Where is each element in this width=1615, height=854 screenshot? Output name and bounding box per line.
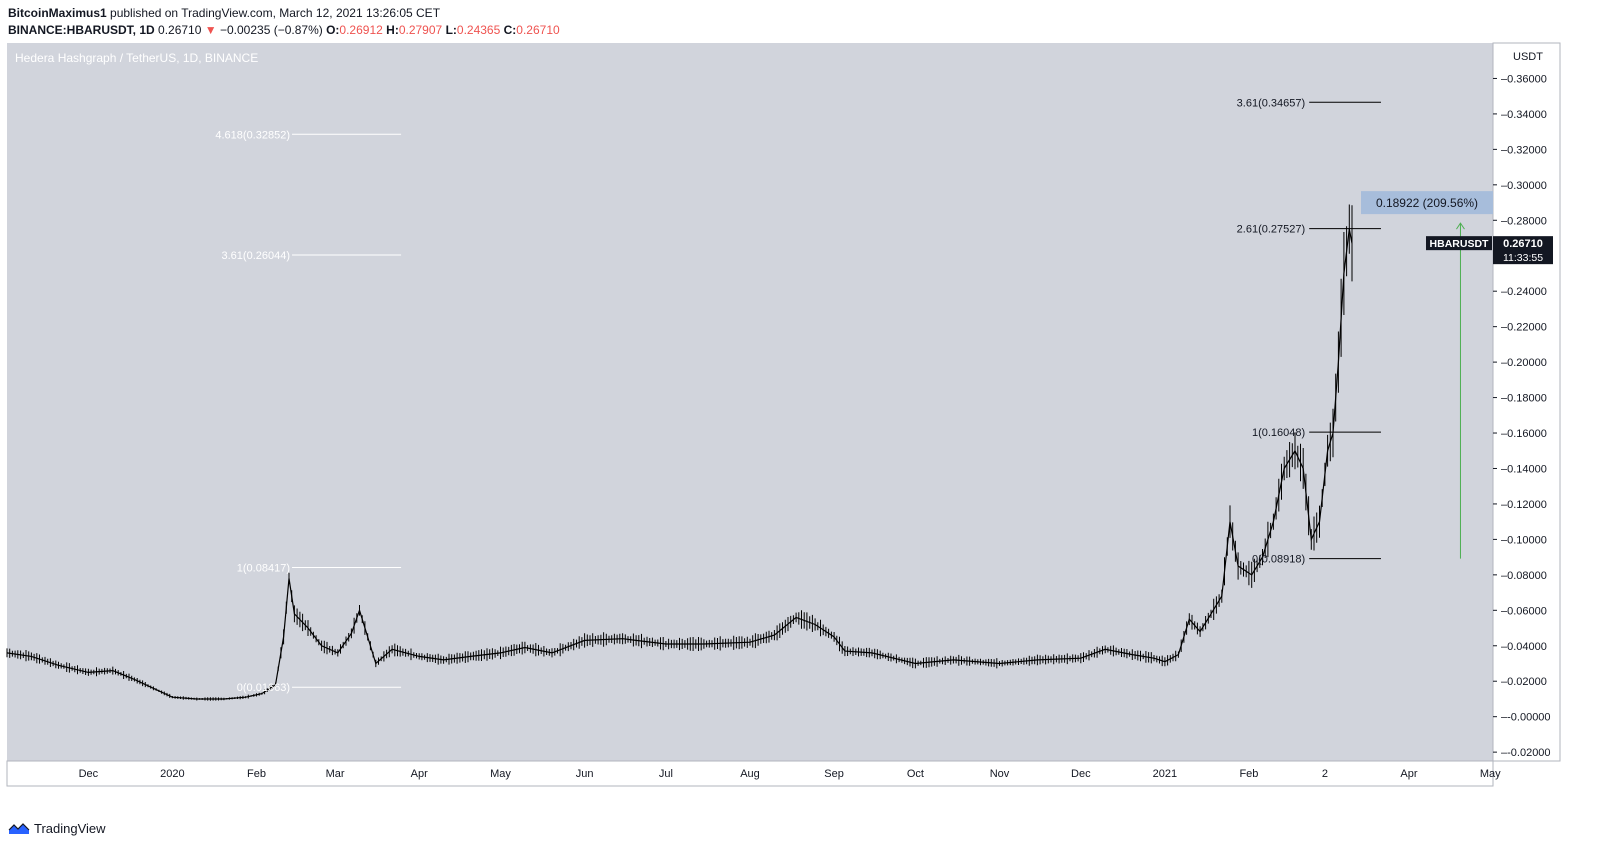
fib-level-label: 0(0.01663)	[237, 682, 290, 694]
y-tick-label: –0.04000	[1501, 641, 1547, 653]
y-tick-label: –-0.02000	[1501, 747, 1551, 759]
ohlc-line: BINANCE:HBARUSDT, 1D 0.26710 ▼ −0.00235 …	[8, 23, 560, 37]
price-tag-value: 0.26710	[1503, 238, 1543, 250]
x-tick-label: Feb	[1239, 768, 1258, 780]
footer-brand[interactable]: TradingView	[34, 820, 106, 836]
x-tick-label: Sep	[824, 768, 844, 780]
y-tick-label: –0.18000	[1501, 393, 1547, 405]
x-tick-label: 2	[1322, 768, 1328, 780]
high-value: 0.27907	[398, 23, 443, 37]
y-tick-label: –0.24000	[1501, 286, 1547, 298]
y-tick-label: –0.10000	[1501, 534, 1547, 546]
x-tick-label: 2021	[1153, 768, 1177, 780]
chart-title: Hedera Hashgraph / TetherUS, 1D, BINANCE	[15, 51, 258, 65]
chart-header: BitcoinMaximus1 published on TradingView…	[8, 4, 1615, 44]
x-tick-label: Jun	[576, 768, 594, 780]
measure-box	[1361, 191, 1493, 215]
x-tick-label: Jul	[659, 768, 673, 780]
y-tick-label: –0.20000	[1501, 357, 1547, 369]
y-tick-label: –0.14000	[1501, 463, 1547, 475]
y-tick-label: –0.12000	[1501, 499, 1547, 511]
fib-level-label: 2.61(0.27527)	[1237, 224, 1306, 236]
y-tick-label: –0.30000	[1501, 180, 1547, 192]
y-tick-label: –0.34000	[1501, 109, 1547, 121]
x-tick-label: Dec	[1071, 768, 1091, 780]
fib-level-label: 0(0.08918)	[1252, 554, 1305, 566]
down-arrow-icon: ▼	[204, 23, 217, 37]
x-tick-label: Feb	[247, 768, 266, 780]
price-axis	[1492, 42, 1561, 762]
fib-level-label: 3.61(0.26044)	[222, 250, 291, 262]
footer: TradingView	[8, 817, 106, 839]
low-label: L:	[445, 23, 457, 37]
x-tick-label: Apr	[1400, 768, 1417, 780]
price-change: −0.00235 (−0.87%)	[219, 23, 323, 37]
x-tick-label: 2020	[160, 768, 184, 780]
price-line	[6, 228, 1353, 700]
y-tick-label: –0.28000	[1501, 215, 1547, 227]
measure-arrowhead-icon	[1456, 222, 1465, 230]
y-tick-label: –0.06000	[1501, 605, 1547, 617]
y-tick-label: –0.16000	[1501, 428, 1547, 440]
x-tick-label: Aug	[740, 768, 760, 780]
fib-level-label: 1(0.16048)	[1252, 427, 1305, 439]
publish-line: BitcoinMaximus1 published on TradingView…	[8, 6, 440, 20]
y-tick-label: –0.08000	[1501, 570, 1547, 582]
last-price: 0.26710	[158, 23, 202, 37]
time-axis	[6, 760, 1494, 787]
x-tick-label: Nov	[990, 768, 1010, 780]
low-value: 0.24365	[456, 23, 501, 37]
tradingview-logo-icon	[8, 823, 30, 834]
symbol-tag	[1426, 236, 1492, 251]
plot-background	[7, 43, 1493, 761]
symbol-label: BINANCE:HBARUSDT, 1D	[8, 23, 155, 37]
price-axis-unit: USDT	[1513, 51, 1543, 63]
price-tag	[1493, 236, 1553, 265]
x-tick-label: Oct	[907, 768, 924, 780]
open-label: O:	[326, 23, 340, 37]
fib-level-label: 1(0.08417)	[237, 562, 290, 574]
y-tick-label: –-0.00000	[1501, 712, 1551, 724]
publish-info: published on TradingView.com, March 12, …	[106, 6, 441, 20]
y-tick-label: –0.02000	[1501, 676, 1547, 688]
open-value: 0.26912	[339, 23, 383, 37]
fib-level-label: 4.618(0.32852)	[215, 129, 290, 141]
x-tick-label: May	[1480, 768, 1501, 780]
y-tick-label: –0.32000	[1501, 144, 1547, 156]
price-tag-countdown: 11:33:55	[1503, 252, 1543, 264]
high-label: H:	[386, 23, 399, 37]
y-tick-label: –0.36000	[1501, 73, 1547, 85]
x-tick-label: Apr	[411, 768, 428, 780]
measure-label: 0.18922 (209.56%)	[1376, 196, 1478, 210]
close-value: 0.26710	[516, 23, 560, 37]
y-tick-label: –0.22000	[1501, 322, 1547, 334]
fib-level-label: 3.61(0.34657)	[1237, 97, 1306, 109]
x-tick-label: May	[490, 768, 511, 780]
x-tick-label: Mar	[326, 768, 345, 780]
close-label: C:	[503, 23, 517, 37]
author-name[interactable]: BitcoinMaximus1	[8, 6, 107, 20]
symbol-tag-label: HBARUSDT	[1430, 238, 1490, 250]
x-tick-label: Dec	[79, 768, 99, 780]
